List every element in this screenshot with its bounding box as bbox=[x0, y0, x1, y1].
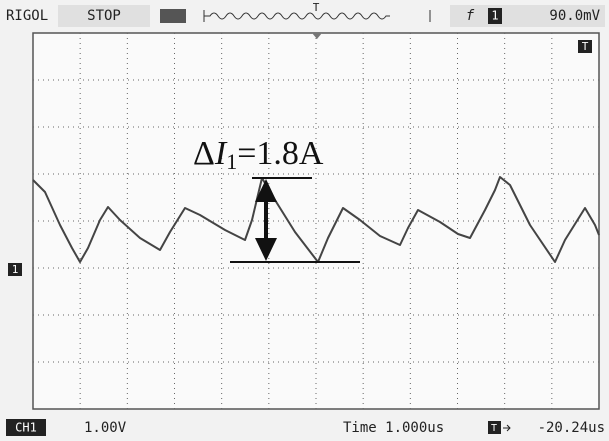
annotation-prefix: Δ bbox=[193, 135, 215, 172]
annotation: ΔI1=1.8A bbox=[193, 135, 324, 174]
timebase: Time 1.000us bbox=[343, 420, 444, 436]
trigger-offset: -20.24us bbox=[538, 420, 605, 436]
trigger-offset-icon: T bbox=[491, 423, 497, 434]
channel-ground-marker: 1 bbox=[12, 263, 19, 276]
channel: CH1 bbox=[15, 421, 37, 435]
volts-per-div: 1.00V bbox=[84, 420, 127, 436]
annotation-subscript: 1 bbox=[226, 149, 237, 174]
oscilloscope-screen: RIGOL STOP T f 1 90.0mV T 1 ΔI1=1.8A CH1… bbox=[0, 0, 609, 441]
trigger-edge: f bbox=[466, 8, 475, 24]
battery-icon bbox=[160, 9, 186, 23]
channel-icon: 1 bbox=[491, 9, 498, 23]
trigger-level: 90.0mV bbox=[549, 8, 600, 24]
trigger-marker: T bbox=[313, 1, 320, 14]
trigger-position-marker: T bbox=[582, 40, 589, 53]
annotation-suffix: =1.8A bbox=[237, 135, 324, 172]
grid-frame bbox=[33, 33, 599, 409]
brand: RIGOL bbox=[6, 8, 48, 24]
status: STOP bbox=[87, 8, 121, 24]
